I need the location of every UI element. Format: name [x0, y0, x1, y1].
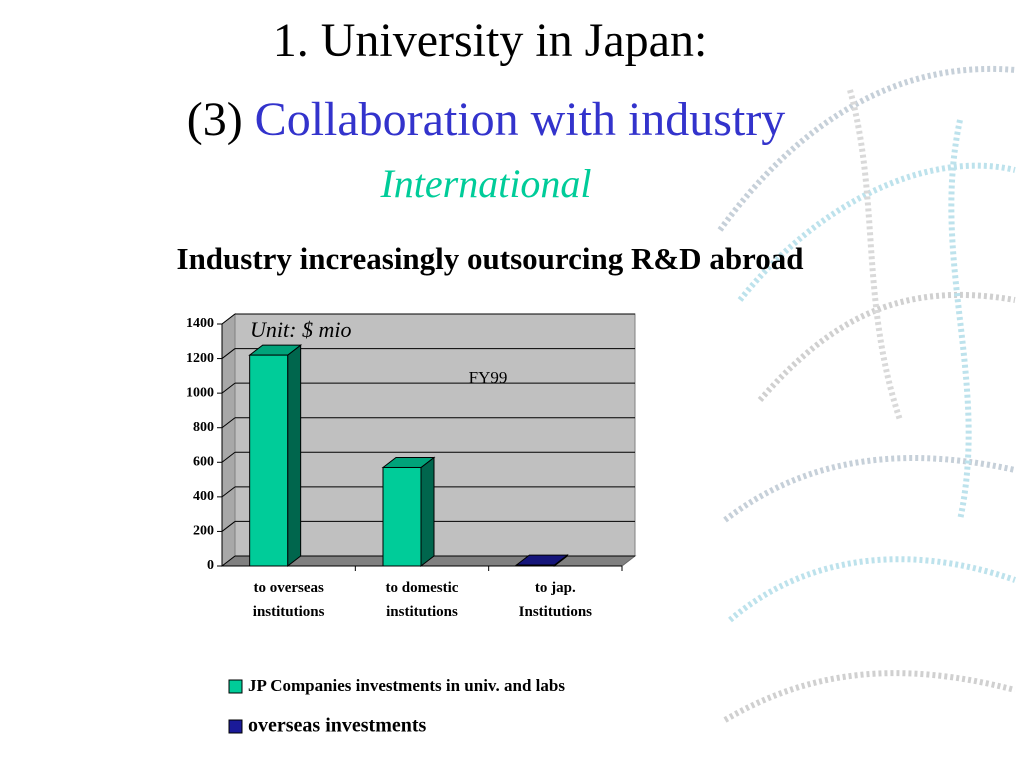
- wave-decoration: [717, 66, 1016, 723]
- x-tick-label: to jap. Institutions: [518, 580, 592, 620]
- period-note: FY99: [469, 368, 508, 387]
- legend-swatch: [228, 679, 243, 694]
- subtitle-note: International: [379, 161, 591, 206]
- grid-line-side: [221, 417, 236, 429]
- bar: [249, 354, 289, 567]
- unit-note: Unit: $ mio: [250, 317, 351, 342]
- y-tick-label: 600: [193, 455, 214, 470]
- bar-side: [420, 456, 435, 568]
- heading: Industry increasingly outsourcing R&D ab…: [177, 241, 804, 276]
- subtitle-line: (3) Collaboration with industry: [187, 93, 786, 146]
- y-tick-label: 1200: [186, 351, 214, 366]
- bar: [382, 466, 422, 567]
- bar-side: [287, 344, 302, 568]
- grid-line-side: [221, 348, 236, 359]
- y-tick-label: 1400: [186, 316, 214, 331]
- y-tick-label: 0: [207, 558, 214, 573]
- y-tick-label: 800: [193, 420, 214, 435]
- plot-wall: [234, 313, 636, 557]
- y-tick-label: 400: [193, 489, 214, 504]
- grid-line-side: [221, 382, 236, 394]
- bar: [515, 564, 555, 567]
- x-tick-label: to domestic institutions: [385, 580, 459, 620]
- x-tick-label: to overseas institutions: [252, 580, 325, 620]
- plot-side-wall: [221, 312, 236, 568]
- legend-label: JP Companies investments in univ. and la…: [248, 676, 565, 695]
- grid-line-side: [221, 521, 236, 532]
- grid-line-side: [221, 486, 236, 498]
- legend-swatch: [228, 719, 243, 734]
- grid-line-side: [221, 313, 236, 325]
- title: 1. University in Japan:: [273, 14, 708, 67]
- legend-label: overseas investments: [248, 715, 427, 737]
- y-tick-label: 200: [193, 524, 214, 539]
- subtitle: Collaboration with industry: [255, 93, 786, 146]
- subtitle-prefix: (3): [187, 93, 243, 146]
- grid-line-side: [221, 555, 236, 567]
- grid-line-side: [221, 451, 236, 463]
- y-tick-label: 1000: [186, 385, 214, 400]
